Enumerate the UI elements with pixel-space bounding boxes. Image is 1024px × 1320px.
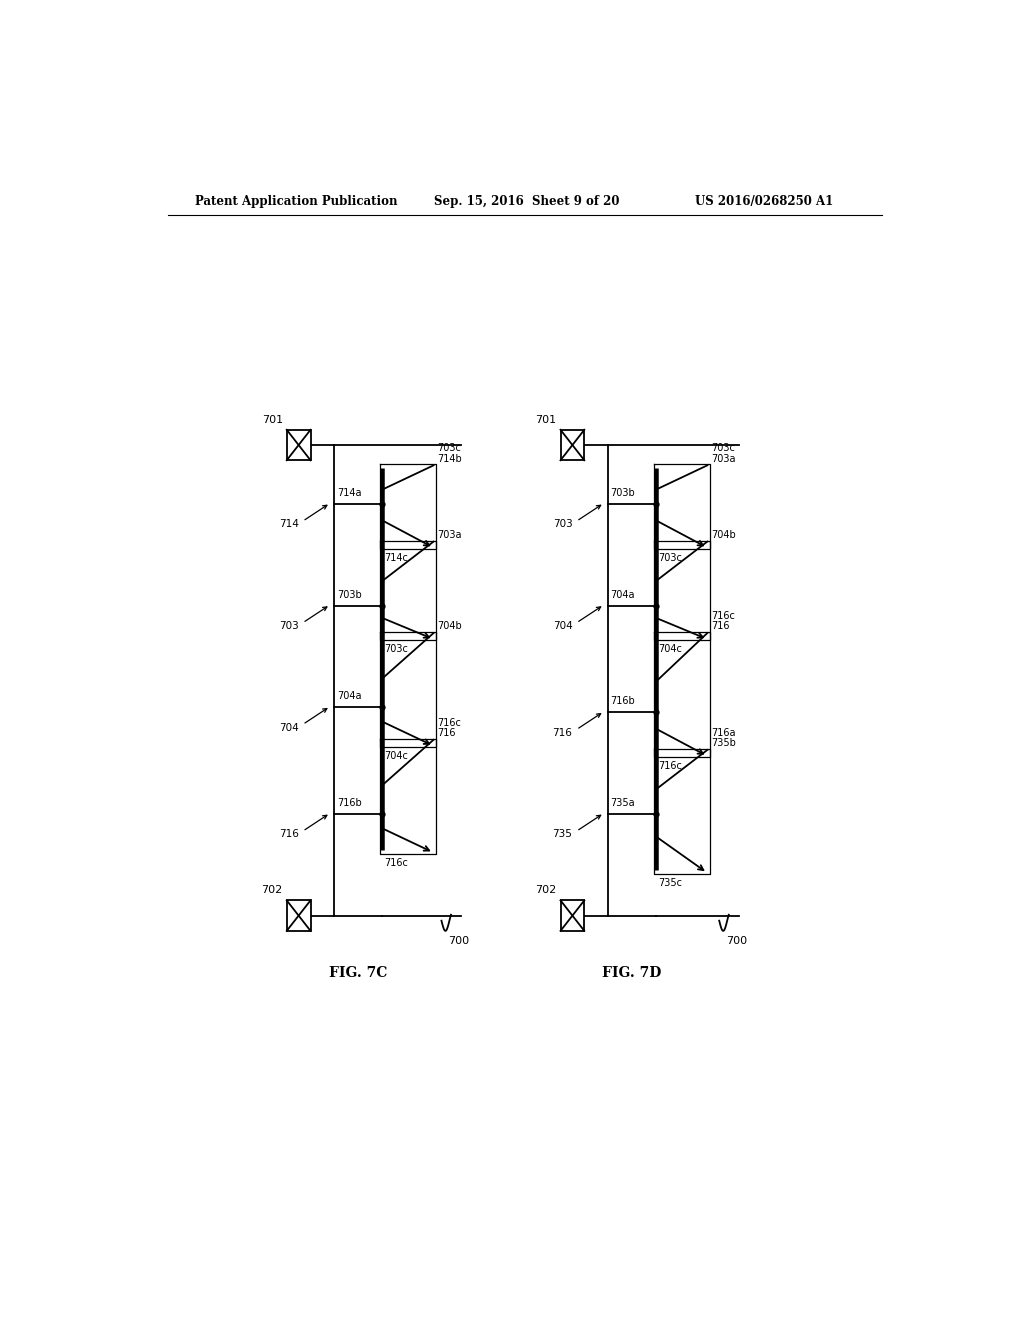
Text: 714b: 714b — [437, 454, 462, 463]
Text: Sep. 15, 2016  Sheet 9 of 20: Sep. 15, 2016 Sheet 9 of 20 — [433, 194, 620, 207]
Text: 716: 716 — [437, 729, 456, 738]
Text: 716: 716 — [712, 622, 730, 631]
Text: 703a: 703a — [712, 454, 736, 463]
Text: 735c: 735c — [658, 878, 682, 888]
Text: 735a: 735a — [610, 797, 635, 808]
Text: 716: 716 — [553, 727, 572, 738]
Text: 704a: 704a — [610, 590, 635, 599]
Text: FIG. 7D: FIG. 7D — [602, 966, 662, 979]
Text: 701: 701 — [536, 414, 557, 425]
Text: 716b: 716b — [610, 696, 635, 706]
Text: 703: 703 — [553, 519, 572, 529]
Text: 702: 702 — [261, 886, 283, 895]
Text: 716: 716 — [279, 829, 299, 840]
Text: 703c: 703c — [712, 444, 735, 453]
Text: 703b: 703b — [610, 488, 635, 498]
Text: 716c: 716c — [712, 611, 735, 620]
Text: 701: 701 — [261, 414, 283, 425]
Text: 703a: 703a — [437, 529, 462, 540]
Text: 703c: 703c — [437, 444, 462, 453]
Text: 704a: 704a — [337, 692, 361, 701]
Text: 702: 702 — [536, 886, 557, 895]
Text: FIG. 7C: FIG. 7C — [329, 966, 387, 979]
Text: 716b: 716b — [337, 797, 361, 808]
Bar — [560, 900, 585, 931]
Text: 714c: 714c — [384, 553, 409, 562]
Bar — [287, 900, 310, 931]
Text: 714: 714 — [279, 519, 299, 529]
Text: 704c: 704c — [384, 751, 409, 760]
Text: 704c: 704c — [658, 644, 682, 655]
Text: 714a: 714a — [337, 488, 361, 498]
Text: 716c: 716c — [384, 858, 409, 867]
Text: 703c: 703c — [658, 553, 682, 562]
Text: 703b: 703b — [337, 590, 361, 599]
Text: 700: 700 — [449, 936, 469, 946]
Bar — [560, 430, 585, 461]
Text: US 2016/0268250 A1: US 2016/0268250 A1 — [695, 194, 834, 207]
Text: 704b: 704b — [437, 622, 462, 631]
Text: 704b: 704b — [712, 529, 736, 540]
Text: 703: 703 — [279, 620, 299, 631]
Text: 735: 735 — [553, 829, 572, 840]
Text: 704: 704 — [279, 722, 299, 733]
Text: 703c: 703c — [384, 644, 409, 655]
Text: 716a: 716a — [712, 727, 736, 738]
Text: Patent Application Publication: Patent Application Publication — [196, 194, 398, 207]
Bar — [287, 430, 310, 461]
Text: 700: 700 — [726, 936, 748, 946]
Text: 704: 704 — [553, 620, 572, 631]
Text: 716c: 716c — [658, 762, 682, 771]
Text: 735b: 735b — [712, 738, 736, 748]
Text: 716c: 716c — [437, 718, 462, 727]
